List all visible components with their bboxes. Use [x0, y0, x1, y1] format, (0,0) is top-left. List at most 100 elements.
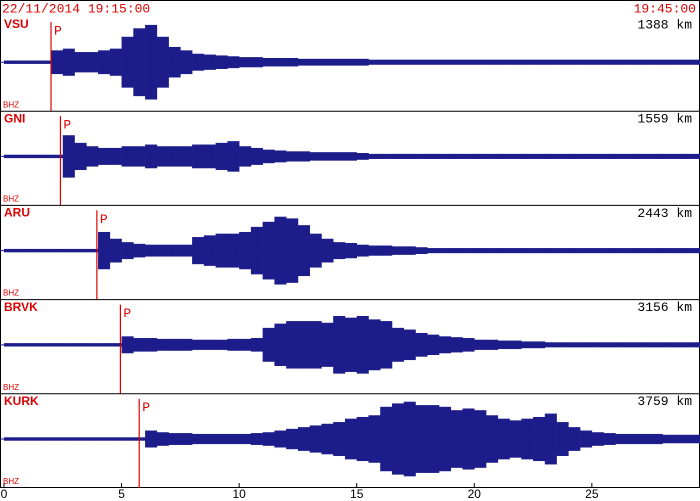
amplitude — [27, 60, 40, 64]
amplitude — [15, 343, 28, 347]
amplitude — [262, 432, 275, 446]
amplitude — [109, 48, 122, 76]
amplitude — [180, 244, 193, 257]
amplitude — [415, 59, 428, 65]
amplitude — [580, 59, 593, 65]
amplitude — [403, 59, 416, 65]
amplitude — [650, 59, 663, 65]
amplitude — [27, 248, 40, 253]
amplitude — [333, 242, 346, 260]
amplitude — [439, 153, 452, 159]
amplitude — [344, 317, 358, 372]
amplitude — [591, 59, 604, 65]
amplitude — [203, 433, 216, 445]
amplitude — [486, 59, 499, 65]
amplitude — [62, 437, 75, 441]
amplitude — [227, 141, 240, 172]
amplitude — [86, 343, 99, 347]
amplitude — [321, 238, 334, 263]
amplitude — [109, 437, 122, 441]
amplitude — [321, 58, 334, 66]
amplitude — [415, 332, 428, 357]
amplitude — [697, 434, 700, 444]
amplitude — [521, 418, 534, 460]
amplitude — [603, 248, 616, 254]
amplitude — [27, 437, 40, 441]
amplitude — [62, 135, 75, 178]
amplitude — [580, 153, 593, 159]
amplitude — [121, 242, 134, 260]
amplitude — [4, 248, 17, 253]
amplitude — [121, 437, 134, 441]
amplitude — [262, 221, 275, 280]
amplitude — [497, 418, 510, 460]
amplitude — [368, 153, 381, 159]
amplitude — [568, 248, 581, 254]
amplitude — [74, 52, 87, 73]
amplitude — [227, 56, 240, 69]
amplitude — [615, 153, 628, 159]
amplitude — [544, 59, 557, 65]
amplitude — [215, 433, 228, 445]
amplitude — [192, 53, 205, 71]
amplitude — [380, 321, 393, 369]
x-tick-label: 15 — [350, 487, 364, 501]
amplitude — [156, 432, 169, 446]
amplitude — [474, 248, 487, 254]
amplitude — [580, 248, 593, 254]
amplitude — [239, 433, 252, 445]
amplitude — [215, 55, 228, 69]
amplitude — [121, 146, 134, 167]
amplitude — [427, 334, 440, 355]
amplitude — [627, 342, 640, 348]
amplitude — [215, 142, 228, 170]
amplitude — [544, 413, 557, 465]
amplitude — [650, 342, 663, 348]
channel-label: BHZ — [3, 100, 19, 109]
amplitude — [344, 152, 358, 161]
amplitude — [286, 218, 299, 283]
amplitude — [180, 50, 193, 75]
amplitude — [156, 36, 169, 88]
amplitude — [450, 410, 463, 468]
amplitude — [109, 147, 122, 165]
amplitude — [239, 231, 252, 270]
amplitude — [180, 338, 193, 351]
amplitude — [133, 243, 146, 258]
amplitude — [145, 244, 158, 257]
amplitude — [192, 144, 205, 169]
amplitude — [403, 153, 416, 159]
amplitude — [509, 153, 522, 159]
amplitude — [51, 437, 64, 441]
amplitude — [250, 433, 263, 445]
amplitude — [474, 339, 487, 350]
amplitude — [168, 46, 181, 78]
amplitude — [533, 416, 546, 462]
amplitude — [297, 151, 310, 162]
amplitude — [344, 58, 358, 66]
amplitude — [674, 59, 687, 65]
amplitude — [27, 154, 40, 159]
amplitude — [509, 420, 522, 458]
amplitude — [227, 338, 240, 351]
amplitude — [650, 153, 663, 159]
amplitude — [145, 338, 158, 352]
amplitude — [685, 59, 698, 65]
channel-label: BHZ — [3, 383, 19, 392]
amplitude — [98, 147, 111, 165]
amplitude — [697, 342, 700, 348]
amplitude — [51, 154, 64, 159]
amplitude — [603, 433, 616, 445]
amplitude — [662, 342, 675, 348]
amplitude — [51, 50, 64, 75]
station-name: VSU — [4, 17, 29, 31]
amplitude — [262, 149, 275, 164]
amplitude — [427, 153, 440, 159]
amplitude — [168, 433, 181, 445]
amplitude — [615, 342, 628, 348]
amplitude — [685, 248, 698, 254]
phase-label: P — [100, 212, 108, 227]
amplitude — [533, 59, 546, 65]
amplitude — [391, 246, 405, 255]
amplitude — [533, 248, 546, 254]
